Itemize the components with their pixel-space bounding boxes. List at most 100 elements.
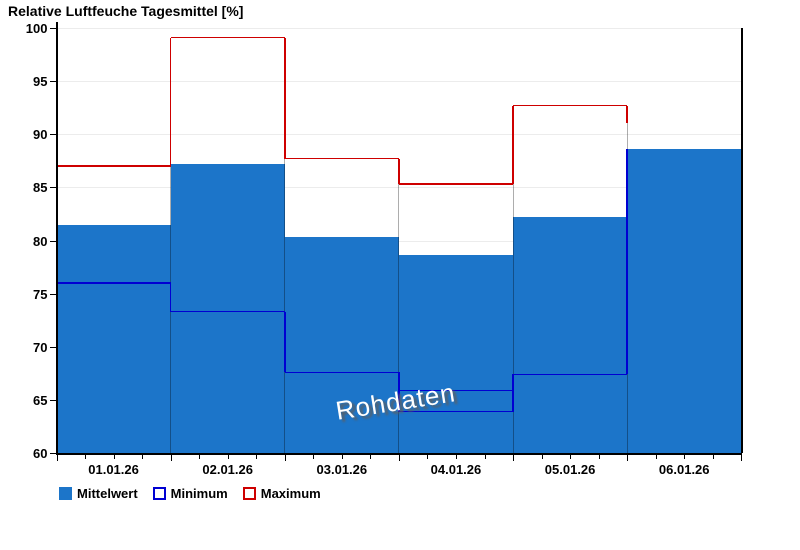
gridline [56,28,742,29]
gridline [56,187,742,189]
x-axis-line [55,453,743,455]
y-tick-label: 100 [25,21,48,36]
x-tick-minor [484,455,486,459]
bar-separator [512,105,514,453]
x-tick-major [56,455,58,461]
x-tick-major [398,455,400,461]
x-category-label: 01.01.26 [88,462,139,477]
max-line-step [284,37,286,159]
x-tick-minor [142,455,144,459]
y-tick [49,134,56,136]
legend-item-maximum: Maximum [242,486,321,501]
y-tick-label: 60 [33,446,48,461]
x-category-label: 05.01.26 [544,462,596,477]
y-tick-label: 65 [33,392,48,408]
legend: Mittelwert Minimum Maximum [59,486,321,501]
gridline [56,134,742,136]
x-tick-minor [370,455,372,459]
x-tick-minor [655,455,657,459]
x-tick-major [170,455,172,461]
max-line-stub [626,105,628,123]
legend-item-minimum: Minimum [152,486,228,501]
x-tick-minor [455,455,457,459]
x-tick-major [741,455,743,461]
x-tick-minor [541,455,543,459]
x-tick-major [627,455,629,461]
plot-right-border [741,28,743,453]
min-line-step [398,372,400,412]
max-line-step [512,105,514,185]
min-line [398,410,514,413]
y-tick-label: 95 [33,74,48,90]
legend-item-mittelwert: Mittelwert [59,486,138,501]
max-line-step [169,37,172,167]
y-tick [49,293,56,295]
x-tick-major [284,455,286,461]
gridline [56,81,742,83]
bar-mean [627,149,742,453]
min-extra-line [398,389,514,392]
bar-separator [284,37,286,453]
x-tick-minor [598,455,600,459]
y-tick-label: 70 [33,339,48,355]
y-tick [49,81,56,83]
legend-label-minimum: Minimum [170,486,228,501]
max-line [170,36,285,39]
bar-mean [284,237,399,453]
bar-separator [398,158,400,453]
bar-mean [398,255,514,453]
x-tick-minor [256,455,258,459]
x-tick-minor [684,455,686,459]
x-category-label: 06.01.26 [658,462,710,477]
max-swatch-icon [242,487,256,500]
y-tick [49,28,56,29]
min-line-step [169,283,172,312]
y-tick-label: 85 [33,180,48,196]
y-tick [49,453,56,454]
x-tick-minor [199,455,201,459]
y-tick [49,240,56,242]
y-tick [49,187,56,189]
chart-title: Relative Luftfeuche Tagesmittel [%] [8,3,244,19]
min-line-step [512,374,514,412]
x-tick-minor [227,455,229,459]
x-tick-minor [712,455,714,459]
bar-separator [170,37,172,453]
max-line [56,165,171,167]
y-tick-label: 90 [33,127,48,143]
bar-mean [56,224,171,453]
max-line [398,183,514,185]
y-tick [49,346,56,348]
bar-mean [513,217,628,453]
max-line [513,104,628,107]
x-tick-minor [341,455,343,459]
min-line-stub [626,149,628,375]
x-category-label: 02.01.26 [202,462,253,477]
x-category-label: 03.01.26 [316,462,368,477]
mean-swatch-icon [59,487,72,500]
min-line [513,373,628,376]
y-tick [49,399,56,401]
y-axis-line [55,22,58,455]
x-tick-minor [313,455,315,459]
y-tick-label: 80 [33,233,48,249]
x-category-label: 04.01.26 [430,462,482,477]
bar-mean [170,164,285,453]
max-line [284,157,399,160]
x-tick-minor [427,455,429,459]
legend-label-mittelwert: Mittelwert [77,486,138,501]
min-line [170,310,285,313]
legend-label-maximum: Maximum [260,486,321,501]
max-line-step [398,158,400,185]
x-tick-minor [570,455,572,459]
x-tick-minor [85,455,87,459]
x-tick-minor [113,455,115,459]
min-line-step [284,311,286,373]
min-swatch-icon [152,487,166,500]
min-line [284,371,399,373]
y-tick-label: 75 [33,286,48,302]
min-line [56,282,171,284]
x-tick-major [513,455,515,461]
